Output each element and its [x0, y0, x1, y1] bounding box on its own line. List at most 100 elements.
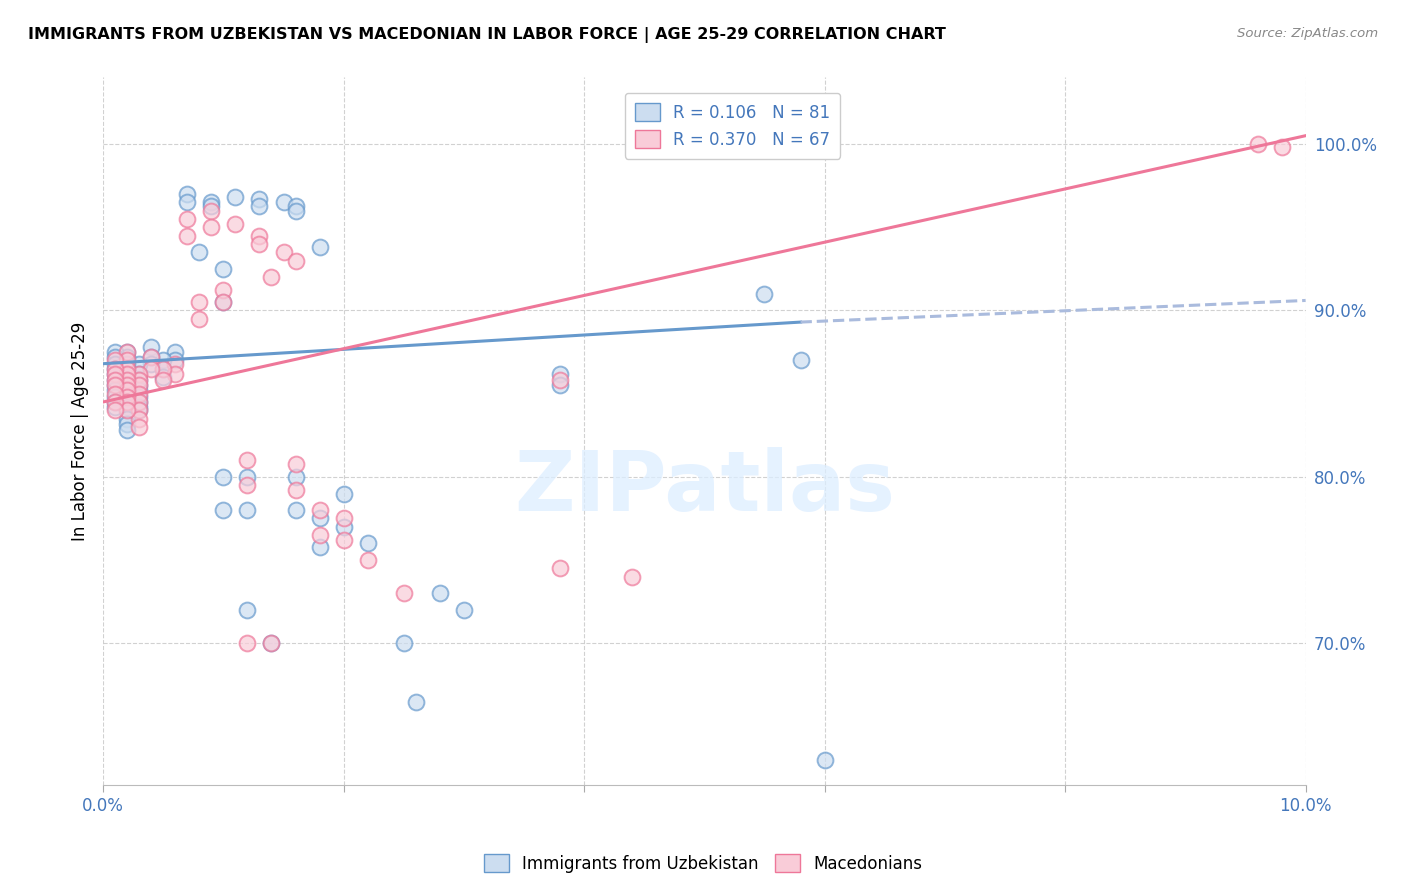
- Point: [141, 340, 163, 354]
- Point: [115, 411, 138, 425]
- Point: [104, 361, 127, 376]
- Point: [405, 694, 427, 708]
- Point: [548, 378, 571, 392]
- Point: [128, 367, 150, 381]
- Point: [332, 511, 354, 525]
- Point: [212, 503, 235, 517]
- Point: [104, 378, 127, 392]
- Point: [115, 395, 138, 409]
- Text: Source: ZipAtlas.com: Source: ZipAtlas.com: [1237, 27, 1378, 40]
- Point: [104, 400, 127, 414]
- Point: [104, 384, 127, 398]
- Point: [392, 636, 415, 650]
- Point: [115, 350, 138, 364]
- Point: [128, 373, 150, 387]
- Point: [200, 203, 222, 218]
- Point: [115, 367, 138, 381]
- Point: [200, 220, 222, 235]
- Point: [152, 361, 174, 376]
- Point: [357, 553, 380, 567]
- Point: [104, 395, 127, 409]
- Point: [104, 373, 127, 387]
- Point: [128, 386, 150, 401]
- Point: [249, 236, 271, 251]
- Point: [284, 253, 307, 268]
- Point: [260, 636, 283, 650]
- Point: [104, 378, 127, 392]
- Point: [115, 384, 138, 398]
- Point: [308, 540, 330, 554]
- Point: [115, 367, 138, 381]
- Point: [621, 570, 644, 584]
- Point: [115, 423, 138, 437]
- Point: [165, 357, 187, 371]
- Point: [332, 533, 354, 548]
- Point: [176, 186, 198, 201]
- Point: [224, 217, 246, 231]
- Point: [236, 603, 259, 617]
- Point: [104, 357, 127, 371]
- Point: [188, 311, 211, 326]
- Point: [104, 403, 127, 417]
- Point: [200, 195, 222, 210]
- Point: [548, 561, 571, 575]
- Point: [128, 373, 150, 387]
- Point: [128, 390, 150, 404]
- Point: [176, 195, 198, 210]
- Point: [188, 295, 211, 310]
- Point: [115, 361, 138, 376]
- Point: [308, 240, 330, 254]
- Point: [115, 395, 138, 409]
- Point: [1246, 136, 1268, 151]
- Point: [273, 195, 295, 210]
- Y-axis label: In Labor Force | Age 25-29: In Labor Force | Age 25-29: [72, 321, 89, 541]
- Point: [212, 261, 235, 276]
- Legend: Immigrants from Uzbekistan, Macedonians: Immigrants from Uzbekistan, Macedonians: [477, 847, 929, 880]
- Point: [152, 361, 174, 376]
- Point: [200, 198, 222, 212]
- Point: [165, 367, 187, 381]
- Point: [212, 470, 235, 484]
- Point: [236, 478, 259, 492]
- Point: [141, 361, 163, 376]
- Point: [249, 192, 271, 206]
- Point: [224, 190, 246, 204]
- Point: [212, 295, 235, 310]
- Point: [104, 395, 127, 409]
- Point: [152, 353, 174, 368]
- Point: [152, 370, 174, 384]
- Point: [212, 284, 235, 298]
- Text: ZIPatlas: ZIPatlas: [513, 447, 894, 528]
- Legend: R = 0.106   N = 81, R = 0.370   N = 67: R = 0.106 N = 81, R = 0.370 N = 67: [624, 93, 841, 159]
- Point: [176, 228, 198, 243]
- Point: [141, 350, 163, 364]
- Point: [128, 378, 150, 392]
- Point: [308, 511, 330, 525]
- Point: [308, 503, 330, 517]
- Point: [104, 373, 127, 387]
- Point: [813, 753, 835, 767]
- Point: [104, 367, 127, 381]
- Point: [128, 384, 150, 398]
- Point: [104, 386, 127, 401]
- Point: [284, 198, 307, 212]
- Point: [128, 403, 150, 417]
- Point: [115, 373, 138, 387]
- Point: [115, 390, 138, 404]
- Point: [115, 390, 138, 404]
- Point: [249, 228, 271, 243]
- Point: [284, 483, 307, 498]
- Point: [548, 373, 571, 387]
- Point: [249, 198, 271, 212]
- Point: [141, 350, 163, 364]
- Point: [128, 411, 150, 425]
- Point: [115, 353, 138, 368]
- Point: [236, 470, 259, 484]
- Point: [115, 357, 138, 371]
- Text: IMMIGRANTS FROM UZBEKISTAN VS MACEDONIAN IN LABOR FORCE | AGE 25-29 CORRELATION : IMMIGRANTS FROM UZBEKISTAN VS MACEDONIAN…: [28, 27, 946, 43]
- Point: [176, 211, 198, 226]
- Point: [152, 373, 174, 387]
- Point: [429, 586, 451, 600]
- Point: [128, 357, 150, 371]
- Point: [104, 390, 127, 404]
